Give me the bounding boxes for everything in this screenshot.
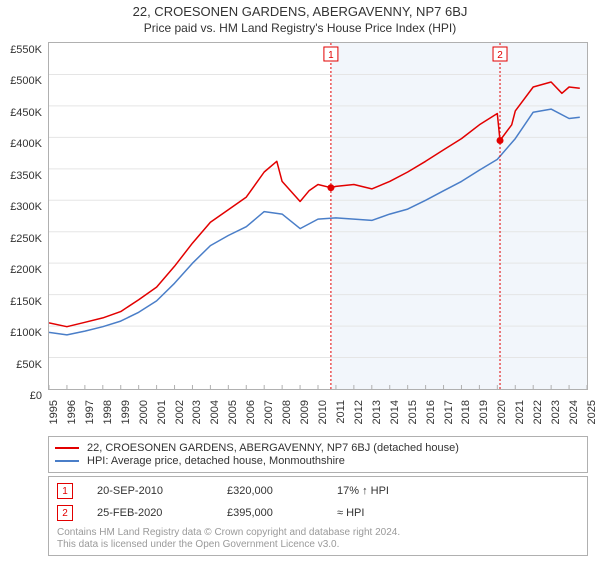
x-tick-label: 2002 — [174, 400, 186, 424]
x-tick-label: 2009 — [299, 400, 311, 424]
x-tick-label: 2018 — [460, 400, 472, 424]
svg-text:2: 2 — [497, 50, 503, 61]
legend: 22, CROESONEN GARDENS, ABERGAVENNY, NP7 … — [48, 436, 588, 473]
chart-svg: 12 — [49, 43, 587, 389]
x-tick-label: 2012 — [353, 400, 365, 424]
y-tick-label: £350K — [10, 170, 42, 182]
sale-row: 1 20-SEP-2010£320,00017% ↑ HPI — [57, 483, 579, 499]
y-tick-label: £450K — [10, 107, 42, 119]
y-tick-label: £100K — [10, 327, 42, 339]
y-tick-label: £0 — [30, 390, 42, 402]
legend-item: 22, CROESONEN GARDENS, ABERGAVENNY, NP7 … — [55, 442, 581, 454]
chart-subtitle: Price paid vs. HM Land Registry's House … — [0, 21, 600, 37]
sale-vs-hpi: ≈ HPI — [337, 507, 457, 519]
y-tick-label: £400K — [10, 138, 42, 150]
x-tick-label: 2013 — [371, 400, 383, 424]
x-tick-label: 2025 — [586, 400, 598, 424]
x-tick-label: 2008 — [281, 400, 293, 424]
x-tick-label: 2005 — [227, 400, 239, 424]
x-tick-label: 2001 — [156, 400, 168, 424]
y-tick-label: £300K — [10, 201, 42, 213]
x-tick-label: 2010 — [317, 400, 329, 424]
y-tick-label: £50K — [16, 359, 42, 371]
x-tick-label: 2021 — [514, 400, 526, 424]
x-tick-label: 1997 — [84, 400, 96, 424]
y-axis: £0£50K£100K£150K£200K£250K£300K£350K£400… — [0, 50, 44, 398]
x-tick-label: 2014 — [389, 400, 401, 424]
x-axis: 1995 1996 1997 1998 1999 2000 2001 2002 2003 2004… — [48, 400, 588, 440]
sale-price: £395,000 — [227, 507, 337, 519]
legend-label: 22, CROESONEN GARDENS, ABERGAVENNY, NP7 … — [87, 442, 459, 454]
x-tick-label: 2022 — [532, 400, 544, 424]
x-tick-label: 2003 — [191, 400, 203, 424]
sale-index: 1 — [57, 483, 73, 499]
x-tick-label: 2017 — [443, 400, 455, 424]
x-tick-label: 2004 — [209, 400, 221, 424]
sale-price: £320,000 — [227, 485, 337, 497]
x-tick-label: 2015 — [407, 400, 419, 424]
x-tick-label: 2019 — [478, 400, 490, 424]
x-tick-label: 2007 — [263, 400, 275, 424]
y-tick-label: £500K — [10, 75, 42, 87]
footer-line: This data is licensed under the Open Gov… — [57, 539, 579, 551]
x-tick-label: 2020 — [496, 400, 508, 424]
y-tick-label: £200K — [10, 264, 42, 276]
chart-plot-area: 12 — [48, 42, 588, 390]
legend-item: HPI: Average price, detached house, Monm… — [55, 455, 581, 467]
svg-text:1: 1 — [328, 50, 334, 61]
sale-index: 2 — [57, 505, 73, 521]
y-tick-label: £250K — [10, 233, 42, 245]
sale-vs-hpi: 17% ↑ HPI — [337, 485, 457, 497]
x-tick-label: 2006 — [245, 400, 257, 424]
y-tick-label: £550K — [10, 44, 42, 56]
x-tick-label: 1996 — [66, 400, 78, 424]
chart-title: 22, CROESONEN GARDENS, ABERGAVENNY, NP7 … — [0, 4, 600, 21]
x-tick-label: 2011 — [335, 400, 347, 424]
x-tick-label: 2000 — [138, 400, 150, 424]
x-tick-label: 1998 — [102, 400, 114, 424]
post-sale-shade — [331, 43, 587, 389]
x-tick-label: 2024 — [568, 400, 580, 424]
legend-swatch — [55, 460, 79, 462]
legend-swatch — [55, 447, 79, 449]
sale-date: 25-FEB-2020 — [97, 507, 227, 519]
sale-date: 20-SEP-2010 — [97, 485, 227, 497]
footer-line: Contains HM Land Registry data © Crown c… — [57, 527, 579, 539]
y-tick-label: £150K — [10, 296, 42, 308]
x-tick-label: 2016 — [425, 400, 437, 424]
x-tick-label: 1999 — [120, 400, 132, 424]
x-tick-label: 2023 — [550, 400, 562, 424]
sales-table: 1 20-SEP-2010£320,00017% ↑ HPI 2 25-FEB-202… — [48, 476, 588, 556]
x-tick-label: 1995 — [48, 400, 60, 424]
legend-label: HPI: Average price, detached house, Monm… — [87, 455, 345, 467]
sale-row: 2 25-FEB-2020£395,000≈ HPI — [57, 505, 579, 521]
footer-attribution: Contains HM Land Registry data © Crown c… — [57, 527, 579, 551]
